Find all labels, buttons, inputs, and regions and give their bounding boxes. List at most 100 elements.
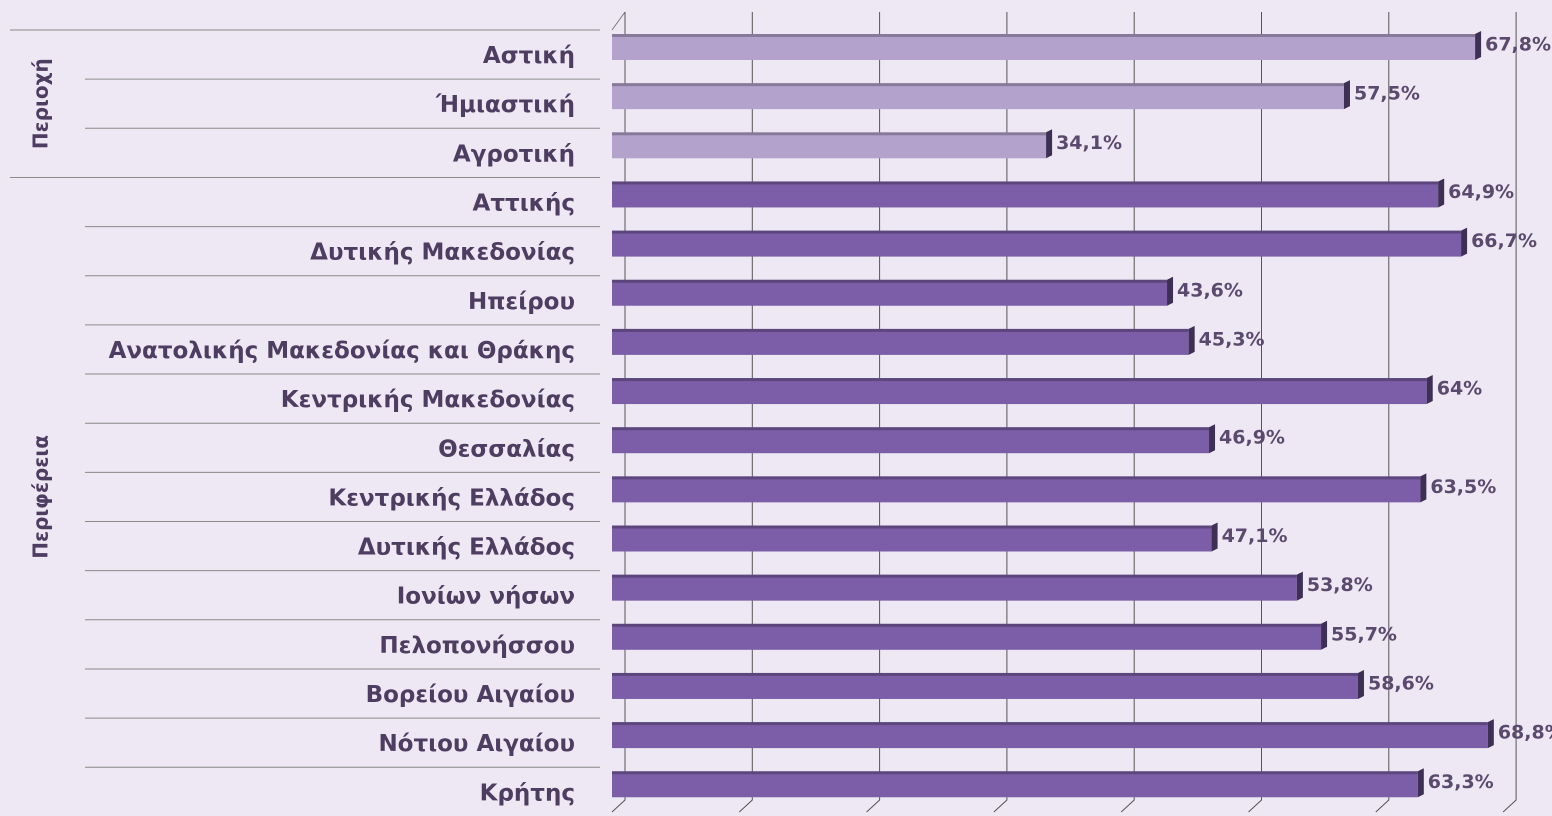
- bar-cap: [1461, 227, 1468, 257]
- category-label: Νότιου Αιγαίου: [378, 731, 575, 757]
- value-label: 68,8%: [1498, 722, 1552, 744]
- bar-top: [612, 83, 1344, 87]
- category-label: Βορείου Αιγαίου: [366, 682, 575, 708]
- bar-face: [612, 34, 1476, 60]
- category-label: Ιονίων νήσων: [397, 584, 575, 610]
- category-label: Θεσσαλίας: [438, 436, 575, 462]
- bar-top: [612, 181, 1439, 185]
- bar-face: [612, 328, 1189, 355]
- bar-cap: [1438, 178, 1445, 208]
- category-label: Ανατολικής Μακεδονίας και Θράκης: [109, 338, 575, 364]
- bar-top: [612, 378, 1427, 382]
- bar: [612, 178, 1445, 208]
- value-label: 47,1%: [1222, 525, 1288, 547]
- bar: [612, 129, 1053, 159]
- grid-line: [1248, 12, 1262, 813]
- bar-top: [612, 279, 1168, 283]
- category-label: Ήμιαστική: [435, 92, 575, 118]
- value-label: 63,3%: [1428, 771, 1494, 793]
- grid-line: [1502, 12, 1517, 813]
- category-label: Κεντρικής Μακεδονίας: [281, 387, 575, 413]
- bar: [612, 227, 1468, 257]
- category-label: Πελοπονήσσου: [379, 633, 575, 659]
- bar-top: [612, 230, 1462, 234]
- bar: [612, 571, 1303, 601]
- category-label: Κεντρικής Ελλάδος: [328, 485, 575, 511]
- bar-face: [612, 525, 1212, 552]
- bar-cap: [1211, 522, 1218, 552]
- bar-cap: [1167, 276, 1174, 306]
- bar-cap: [1420, 473, 1427, 503]
- bar: [612, 80, 1350, 110]
- bar-top: [612, 722, 1488, 726]
- bar-top: [612, 476, 1421, 480]
- value-label: 66,7%: [1471, 230, 1537, 252]
- bar-top: [612, 328, 1189, 332]
- value-label: 57,5%: [1354, 83, 1420, 105]
- bar-cap: [1188, 325, 1195, 355]
- bar: [612, 276, 1174, 306]
- value-label: 46,9%: [1219, 427, 1285, 449]
- group-label: Περιοχή: [29, 58, 53, 149]
- value-label: 55,7%: [1331, 623, 1397, 645]
- value-label: 67,8%: [1485, 34, 1551, 56]
- group-label: Περιφέρεια: [29, 435, 53, 559]
- bar: [612, 522, 1218, 552]
- bar: [612, 31, 1482, 60]
- bar-face: [612, 132, 1047, 159]
- category-label: Δυτικής Ελλάδος: [358, 535, 575, 561]
- bar-cap: [1046, 129, 1053, 159]
- grid-line: [866, 12, 881, 813]
- bar-face: [612, 623, 1322, 650]
- category-label: Αττικής: [473, 191, 575, 217]
- bar-face: [612, 771, 1418, 798]
- bar-cap: [1321, 620, 1328, 650]
- bar: [612, 424, 1216, 454]
- bar-cap: [1343, 80, 1350, 110]
- bar-top: [612, 34, 1476, 37]
- bar: [612, 669, 1364, 699]
- category-label: Δυτικής Μακεδονίας: [310, 240, 575, 266]
- bar-face: [612, 427, 1210, 454]
- bar-face: [612, 476, 1421, 503]
- bar-cap: [1357, 669, 1364, 699]
- grid-line: [738, 12, 753, 813]
- bar: [612, 473, 1427, 503]
- bar-face: [612, 181, 1439, 208]
- bar-face: [612, 230, 1462, 257]
- bar-top: [612, 771, 1418, 775]
- bar: [612, 620, 1328, 650]
- value-label: 64,9%: [1448, 181, 1514, 203]
- value-label: 34,1%: [1056, 132, 1122, 154]
- value-label: 43,6%: [1177, 279, 1243, 301]
- bar-cap: [1417, 768, 1424, 798]
- bar-top: [612, 427, 1210, 431]
- category-label: Κρήτης: [480, 780, 575, 806]
- bar-top: [612, 132, 1047, 136]
- grid-line: [1120, 12, 1135, 813]
- bar-cap: [1426, 375, 1433, 405]
- bar-face: [612, 722, 1488, 749]
- category-label: Ηπείρου: [468, 289, 575, 315]
- bar-face: [612, 378, 1427, 405]
- bar-face: [612, 279, 1168, 306]
- bar-top: [612, 672, 1358, 676]
- bar: [612, 719, 1494, 749]
- value-label: 53,8%: [1307, 574, 1373, 596]
- axis-wall: [611, 11, 626, 31]
- category-label: Αγροτική: [453, 141, 575, 167]
- bar-face: [612, 574, 1297, 601]
- bar-top: [612, 525, 1212, 529]
- bar-top: [612, 623, 1322, 627]
- bar: [612, 375, 1433, 405]
- grid-line: [993, 12, 1008, 813]
- grid-line: [611, 12, 626, 813]
- value-label: 64%: [1437, 378, 1482, 400]
- value-label: 45,3%: [1199, 328, 1265, 350]
- bar-top: [612, 574, 1297, 578]
- value-label: 63,5%: [1430, 476, 1496, 498]
- bar-cap: [1487, 719, 1494, 749]
- bar-cap: [1209, 424, 1216, 454]
